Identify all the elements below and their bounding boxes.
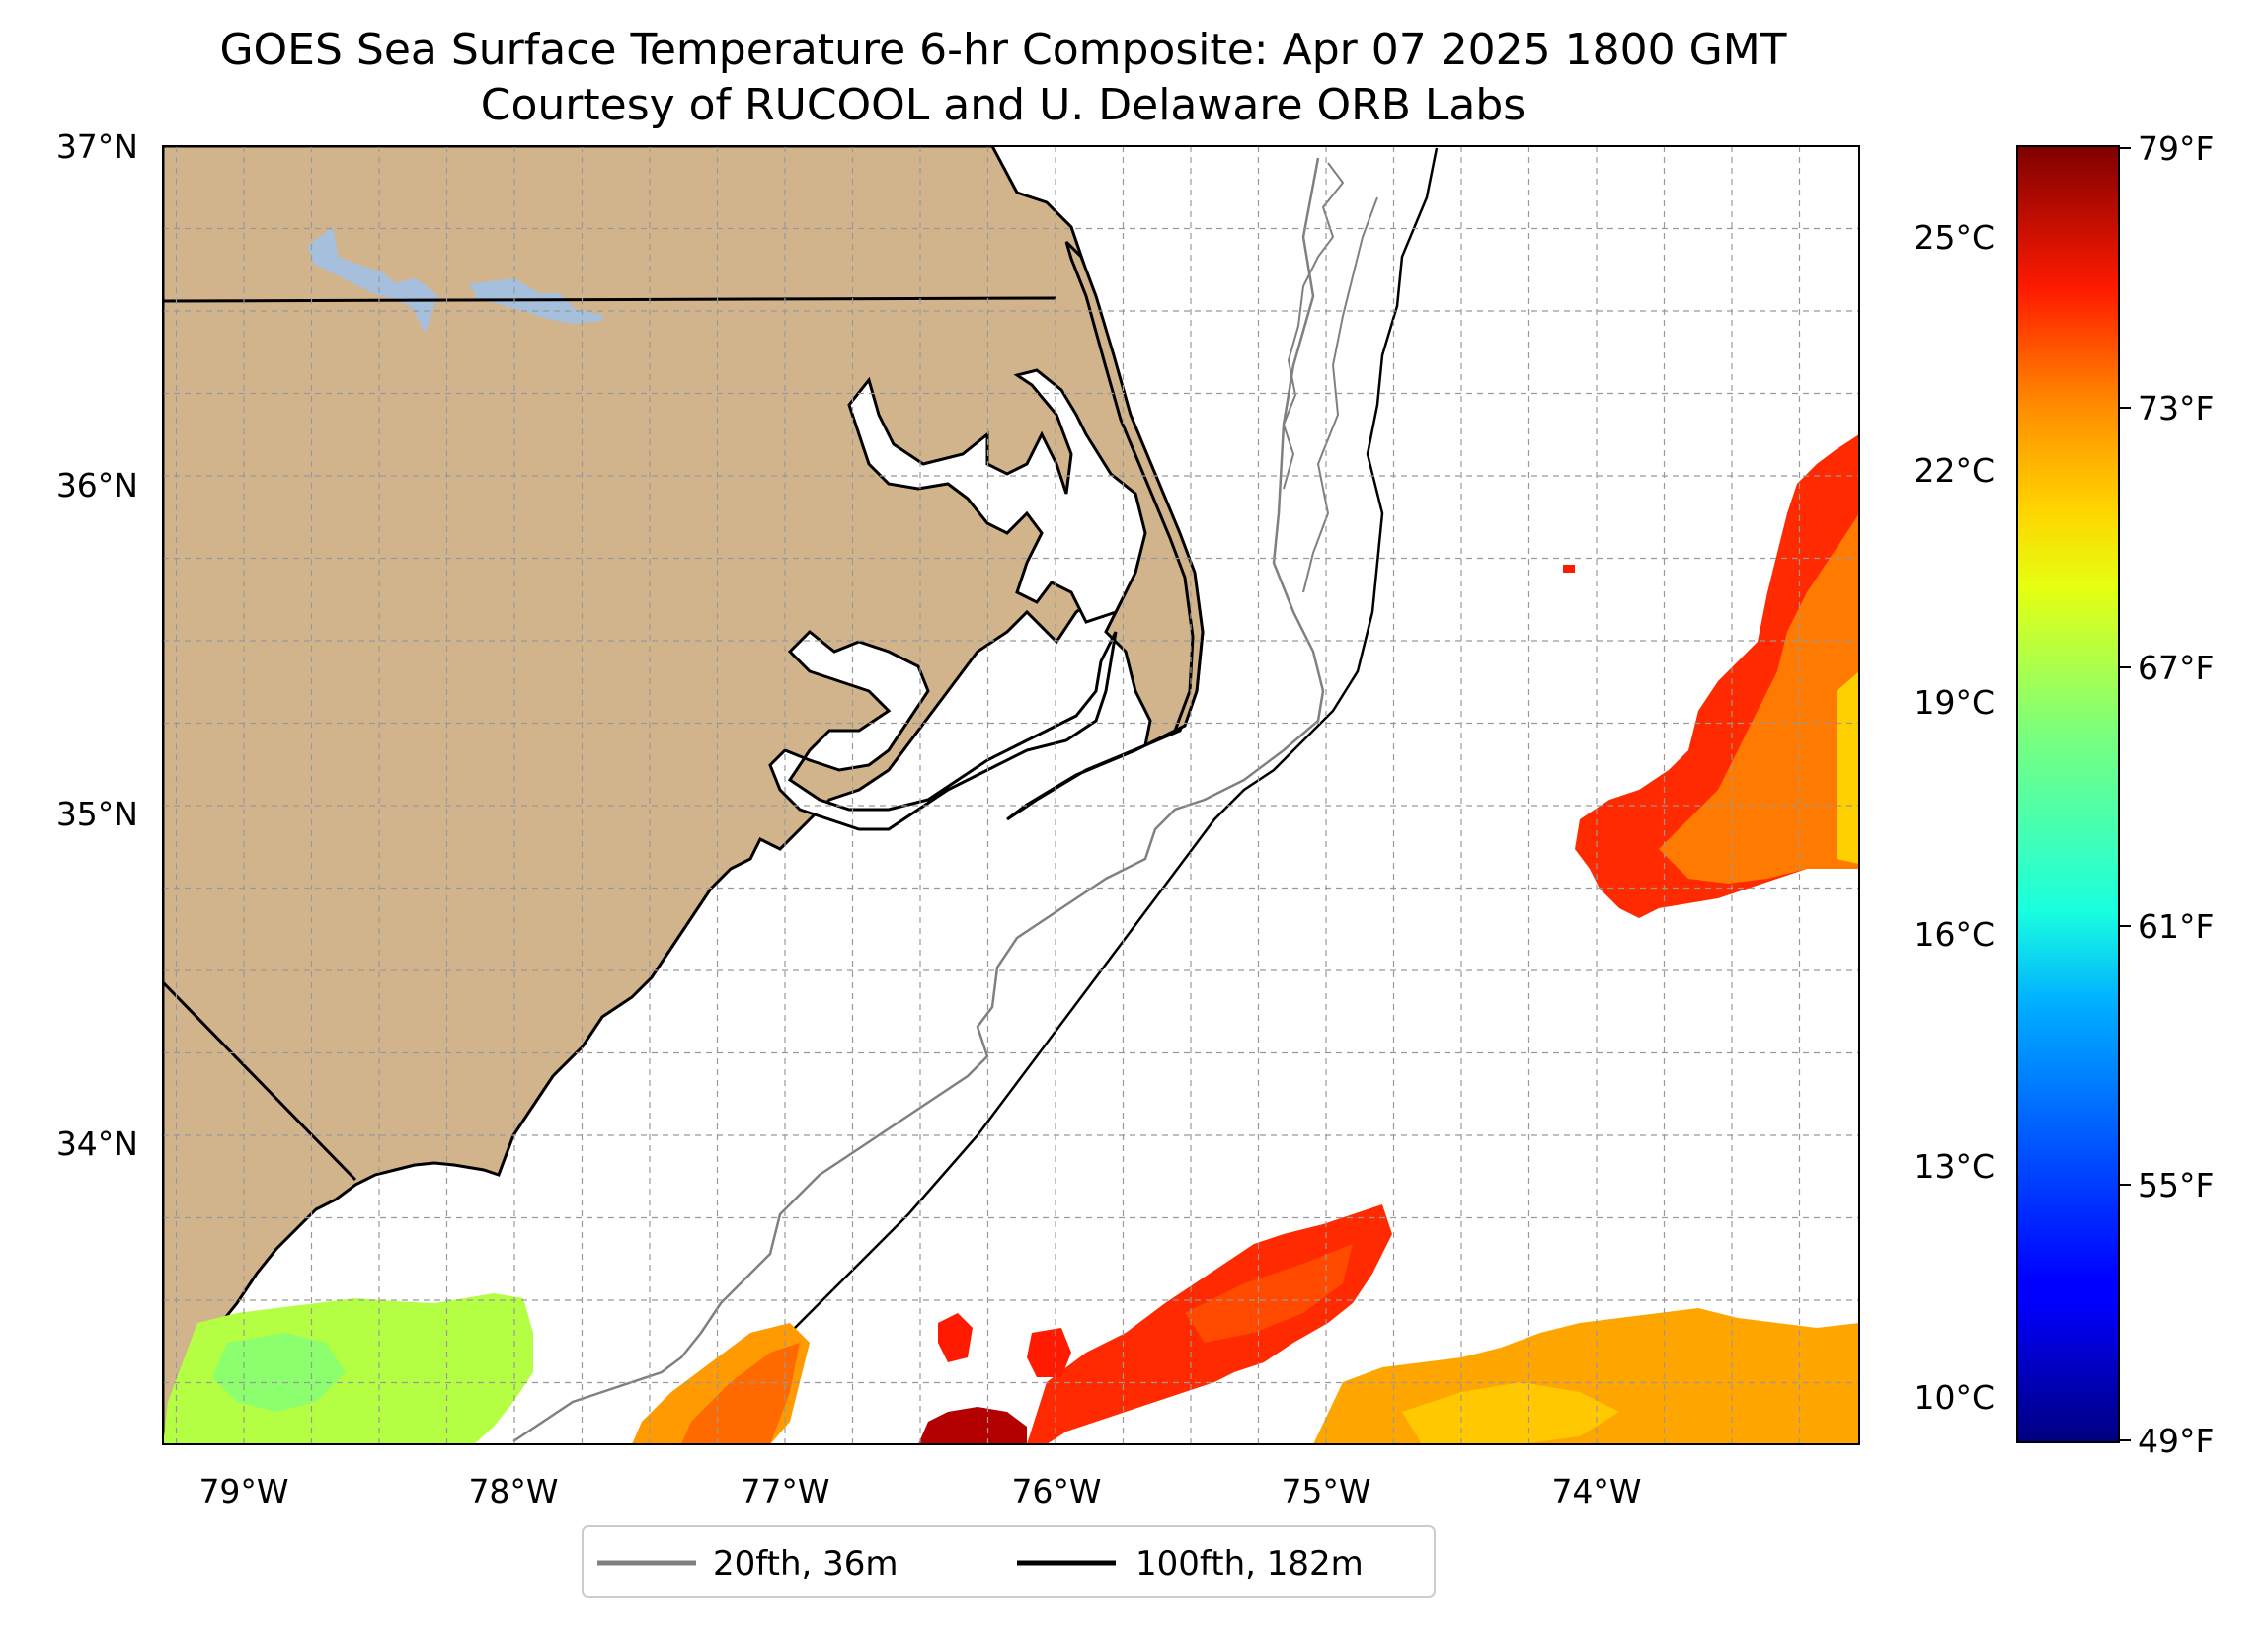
chart-title: GOES Sea Surface Temperature 6-hr Compos… [219,25,1786,75]
contour-legend: 20fth, 36m 100fth, 182m [582,1525,1436,1598]
sst-patch-gulfstream-south-edge [681,1343,800,1444]
lon-label-78: 78°W [468,1472,558,1510]
lat-label-35: 35°N [56,795,138,833]
contour-100fth [641,147,1439,1443]
colorbar: 79°F 73°F 67°F 61°F 55°F 49°F 25°C 22°C … [1914,129,2214,1460]
colorbar-label-25c: 25°C [1914,218,1994,257]
sound-area [847,368,1147,624]
sst-pixel-isolated [1563,565,1575,573]
lon-label-75: 75°W [1281,1472,1370,1510]
lon-label-79: 79°W [198,1472,288,1510]
colorbar-label-61f: 61°F [2138,907,2214,946]
colorbar-label-22c: 22°C [1914,451,1994,490]
legend-box [582,1525,1436,1598]
lat-label-36: 36°N [56,466,138,504]
sst-patch-south-green [163,1293,533,1444]
colorbar-label-79f: 79°F [2138,129,2214,168]
colorbar-label-16c: 16°C [1914,915,1994,954]
map-gridlines [163,145,1859,1444]
colorbar-gradient [2016,145,2120,1443]
lon-label-76: 76°W [1011,1472,1101,1510]
colorbar-label-73f: 73°F [2138,389,2214,427]
sst-patch-south-green-inner [212,1333,346,1412]
sst-patch-offshore-yellow [1402,1382,1619,1444]
lat-label-34: 34°N [56,1124,138,1163]
latitude-labels: 37°N 36°N 35°N 34°N [56,127,138,1163]
sst-patch-red-blob-b [1027,1328,1071,1377]
legend-label-100fth: 100fth, 182m [1135,1544,1364,1584]
chart-subtitle: Courtesy of RUCOOL and U. Delaware ORB L… [481,80,1525,130]
sst-patch-red-blob-a [938,1313,973,1362]
lon-label-77: 77°W [740,1472,829,1510]
map-area [163,146,1859,1444]
sst-patch-dark-red [918,1407,1027,1444]
legend-label-20fth: 20fth, 36m [713,1544,899,1584]
contour-20fth [512,157,1325,1443]
colorbar-label-13c: 13°C [1914,1147,1994,1186]
sst-patch-east-orange [1659,513,1859,884]
sst-patch-east-yellow [1837,671,1859,864]
colorbar-label-10c: 10°C [1914,1378,1994,1417]
colorbar-label-19c: 19°C [1914,683,1994,722]
state-line-nc-sc [163,980,357,1182]
colorbar-label-67f: 67°F [2138,649,2214,687]
sst-patch-gulfstream-inner [1185,1244,1353,1343]
outer-banks [1006,240,1205,821]
sound-area-lower [768,629,1118,831]
lon-label-74: 74°W [1551,1472,1641,1510]
colorbar-label-55f: 55°F [2138,1166,2214,1204]
colorbar-label-49f: 49°F [2138,1422,2214,1460]
lat-label-37: 37°N [56,127,138,166]
map-frame [162,145,1860,1445]
longitude-labels: 79°W 78°W 77°W 76°W 75°W 74°W [198,1472,1641,1510]
